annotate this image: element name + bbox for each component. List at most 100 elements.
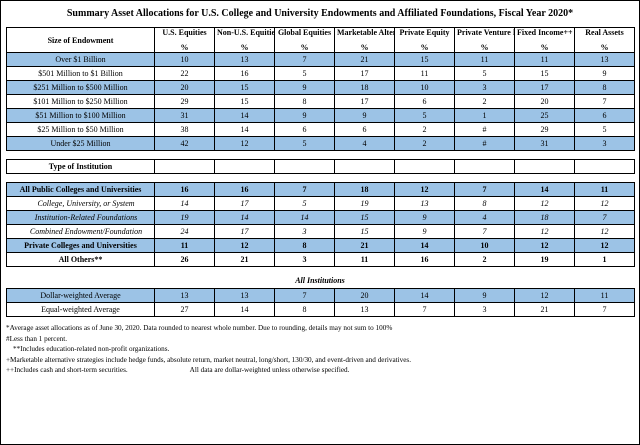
size-rows-body: Over $1 Billion 10 13 7 21 15 11 11 13 $501 Milli… [6, 52, 635, 152]
cell-value: 16 [394, 252, 455, 268]
cell-value: 5 [394, 108, 455, 124]
table-row: $51 Million to $100 Million 31 14 9 9 5 1 25 6 [6, 108, 635, 124]
cell-value: 9 [394, 224, 455, 240]
cell-value: 26 [154, 252, 215, 268]
section-gap [6, 174, 634, 182]
cell-value: 13 [214, 52, 275, 68]
footnotes: *Average asset allocations as of June 30… [6, 323, 634, 375]
row-label: $101 Million to $250 Million [6, 94, 155, 110]
type-of-institution-row: Type of Institution [6, 159, 635, 175]
cell-value: 7 [274, 182, 335, 198]
column-header-label: Global Equities [277, 28, 332, 37]
cell-value: 22 [154, 66, 215, 82]
cell-value: 14 [514, 182, 575, 198]
cell-value: 11 [334, 252, 395, 268]
cell-value: 12 [214, 136, 275, 152]
cell-value: 12 [574, 224, 635, 240]
cell-value: 9 [454, 288, 515, 304]
cell-value: 2 [394, 136, 455, 152]
cell-value: 18 [334, 182, 395, 198]
cell-value: 10 [454, 238, 515, 254]
cell-value: 12 [574, 196, 635, 212]
cell-value: 7 [574, 94, 635, 110]
cell-value: 9 [274, 108, 335, 124]
footnote-dollar-weighted: All data are dollar-weighted unless othe… [189, 366, 350, 375]
row-label: $51 Million to $100 Million [6, 108, 155, 124]
cell-value: 6 [274, 122, 335, 138]
column-header-label: U.S. Equities [162, 28, 207, 37]
percent-label: % [600, 43, 609, 53]
cell-value: 9 [574, 66, 635, 82]
cell-value: 13 [214, 288, 275, 304]
table-row: $101 Million to $250 Million 29 15 8 17 6 2 20 7 [6, 94, 635, 110]
cell-value: 21 [214, 252, 275, 268]
cell-value: 14 [394, 288, 455, 304]
cell-value: 11 [514, 52, 575, 68]
cell-value: 2 [454, 252, 515, 268]
row-label: All Public Colleges and Universities [6, 182, 155, 198]
cell-value: 16 [214, 66, 275, 82]
percent-label: % [480, 43, 489, 53]
row-label: Equal-weighted Average [6, 302, 155, 318]
cell-value: 16 [154, 182, 215, 198]
column-header-marketable-alternatives: Marketable Alternatives+ % [334, 26, 395, 54]
cell-value: 18 [334, 80, 395, 96]
footnote-marketable-alternatives: +Marketable alternative strategies inclu… [6, 355, 412, 364]
row-label: All Others** [6, 252, 155, 268]
cell-value: 11 [394, 66, 455, 82]
cell-value: 17 [214, 224, 275, 240]
cell-value: 17 [514, 80, 575, 96]
cell-value: 4 [454, 210, 515, 226]
cell-value: 7 [454, 182, 515, 198]
section-gap [6, 267, 634, 273]
cell-value: 17 [334, 66, 395, 82]
cell-value: 5 [274, 136, 335, 152]
cell-value: 14 [214, 108, 275, 124]
cell-value: # [454, 136, 515, 152]
table-row: Dollar-weighted Average 13 13 7 20 14 9 12 11 [6, 288, 635, 304]
footnote-last-line: ++Includes cash and short-term securitie… [6, 365, 634, 375]
cell-value: 12 [514, 238, 575, 254]
cell-value: 8 [454, 196, 515, 212]
cell-value: 9 [394, 210, 455, 226]
percent-label: % [300, 43, 309, 53]
cell-value: 12 [214, 238, 275, 254]
cell-value: 18 [514, 210, 575, 226]
percent-label: % [420, 43, 429, 53]
cell-value: 6 [574, 108, 635, 124]
all-institutions-heading: All Institutions [295, 276, 345, 286]
table-row: College, University, or System 14 17 5 19 13 8… [6, 196, 635, 212]
cell-value: 14 [394, 238, 455, 254]
cell-value: 13 [574, 52, 635, 68]
row-label: $251 Million to $500 Million [6, 80, 155, 96]
table-row: Over $1 Billion 10 13 7 21 15 11 11 13 [6, 52, 635, 68]
cell-value: 9 [274, 80, 335, 96]
type-of-institution-header-table: Type of Institution [6, 159, 635, 175]
percent-label: % [360, 43, 369, 53]
row-label: $501 Million to $1 Billion [6, 66, 155, 82]
table-row: Equal-weighted Average 27 14 8 13 7 3 21 7 [6, 302, 635, 318]
cell-value: 19 [514, 252, 575, 268]
cell-value: 21 [334, 52, 395, 68]
row-label: $25 Million to $50 Million [6, 122, 155, 138]
cell-value: 38 [154, 122, 215, 138]
row-label: Under $25 Million [6, 136, 155, 152]
cell-value: 7 [394, 302, 455, 318]
cell-value: 8 [574, 80, 635, 96]
column-header-label: Marketable Alternatives+ [337, 28, 394, 37]
table-row: $25 Million to $50 Million 38 14 6 6 2 #29 5 [6, 122, 635, 138]
cell-value: 9 [334, 108, 395, 124]
column-header-size: Size of Endowment [6, 26, 155, 54]
row-label: Institution-Related Foundations [6, 210, 155, 226]
cell-value: 7 [574, 302, 635, 318]
cell-value: 10 [394, 80, 455, 96]
cell-value: 13 [394, 196, 455, 212]
cell-value: 16 [214, 182, 275, 198]
cell-value: 7 [274, 288, 335, 304]
table-row: All Public Colleges and Universities 16 16… [6, 182, 635, 198]
cell-value: 6 [334, 122, 395, 138]
averages-table: Dollar-weighted Average 13 13 7 20 14 9 12 11 Equ… [6, 288, 635, 318]
cell-value: 2 [394, 122, 455, 138]
percent-label: % [540, 43, 549, 53]
